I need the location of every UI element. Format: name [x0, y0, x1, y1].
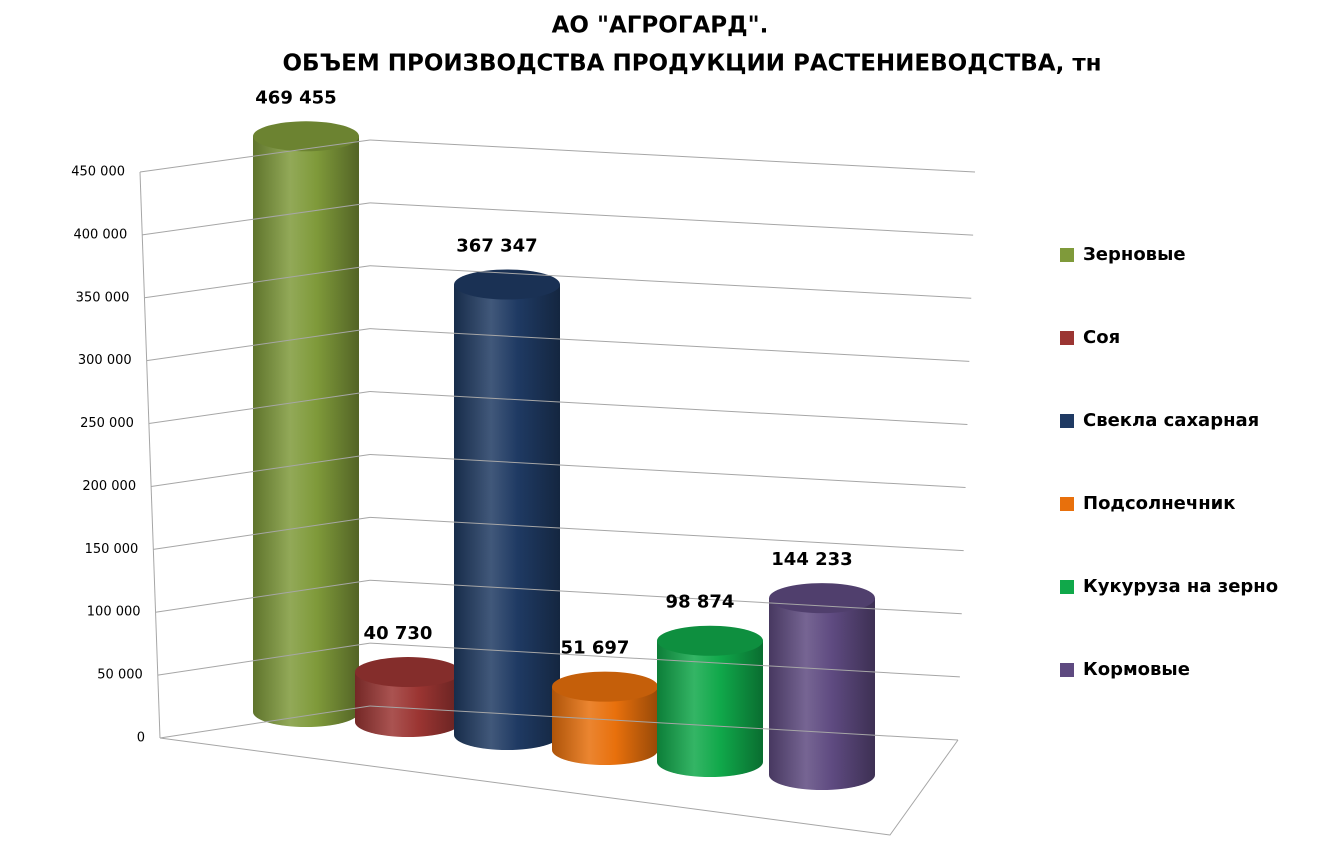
grid-line: [369, 705, 959, 741]
y-tick-label: 0: [137, 731, 145, 746]
y-tick-label: 50 000: [97, 668, 143, 683]
legend-label: Зерновые: [1083, 244, 1186, 265]
grid-line: [369, 139, 976, 173]
cylinder-body: [769, 598, 875, 790]
chart-title: АО "АГРОГАРД".: [552, 13, 769, 39]
legend-swatch: [1060, 663, 1074, 677]
grid-line: [369, 642, 960, 678]
cylinder-top: [355, 657, 461, 688]
legend-label: Кормовые: [1083, 659, 1190, 680]
legend-swatch: [1060, 248, 1074, 262]
plot-area: [253, 121, 875, 790]
y-tick-label: 400 000: [73, 227, 127, 242]
grid-line: [157, 642, 371, 676]
legend-swatch: [1060, 331, 1074, 345]
data-label: 98 874: [666, 592, 735, 613]
data-label: 367 347: [456, 236, 537, 257]
legend-swatch: [1060, 497, 1074, 511]
legend-label: Подсолнечник: [1083, 493, 1235, 514]
y-tick-label: 250 000: [80, 416, 134, 431]
legend-swatch: [1060, 414, 1074, 428]
chart-subtitle: ОБЪЕМ ПРОИЗВОДСТВА ПРОДУКЦИИ РАСТЕНИЕВОД…: [282, 51, 1101, 77]
cylinder-top: [253, 121, 359, 152]
legend-swatch: [1060, 580, 1074, 594]
data-label: 144 233: [771, 549, 852, 570]
grid-line: [369, 328, 970, 362]
y-tick-label: 450 000: [71, 165, 125, 180]
y-tick-label: 300 000: [78, 353, 132, 368]
cylinder-body: [355, 672, 461, 737]
cylinder-body: [552, 686, 658, 765]
cylinder-body: [454, 284, 560, 750]
y-tick-label: 150 000: [85, 542, 139, 557]
grid-line: [155, 579, 371, 613]
cylinder-top: [657, 625, 763, 656]
legend-label: Соя: [1083, 327, 1120, 348]
y-tick-label: 200 000: [82, 479, 136, 494]
grid-line: [144, 265, 371, 299]
y-axis: [139, 171, 161, 739]
grid-line: [153, 516, 371, 550]
legend-label: Кукуруза на зерно: [1083, 576, 1278, 597]
grid-line: [369, 453, 966, 489]
grid-line: [369, 516, 964, 552]
grid-line: [142, 202, 371, 236]
grid-line: [369, 265, 972, 299]
grid-line: [369, 202, 974, 236]
grid-line: [369, 579, 962, 615]
grid-line: [148, 391, 371, 425]
y-tick-label: 100 000: [87, 605, 141, 620]
data-label: 469 455: [255, 87, 336, 108]
cylinder-body: [253, 136, 359, 727]
grid-line: [151, 453, 371, 487]
cylinder-top: [769, 583, 875, 614]
data-label: 40 730: [364, 623, 433, 644]
grid-line: [139, 139, 371, 173]
cylinder-top: [552, 671, 658, 702]
grid-line: [146, 328, 371, 362]
legend-label: Свекла сахарная: [1083, 410, 1259, 431]
cylinder-body: [657, 640, 763, 777]
data-label: 51 697: [561, 638, 630, 659]
cylinder-top: [454, 269, 560, 300]
floor-edge: [159, 737, 959, 836]
y-tick-label: 350 000: [76, 290, 130, 305]
grid-line: [159, 705, 371, 739]
grid-line: [369, 391, 968, 425]
